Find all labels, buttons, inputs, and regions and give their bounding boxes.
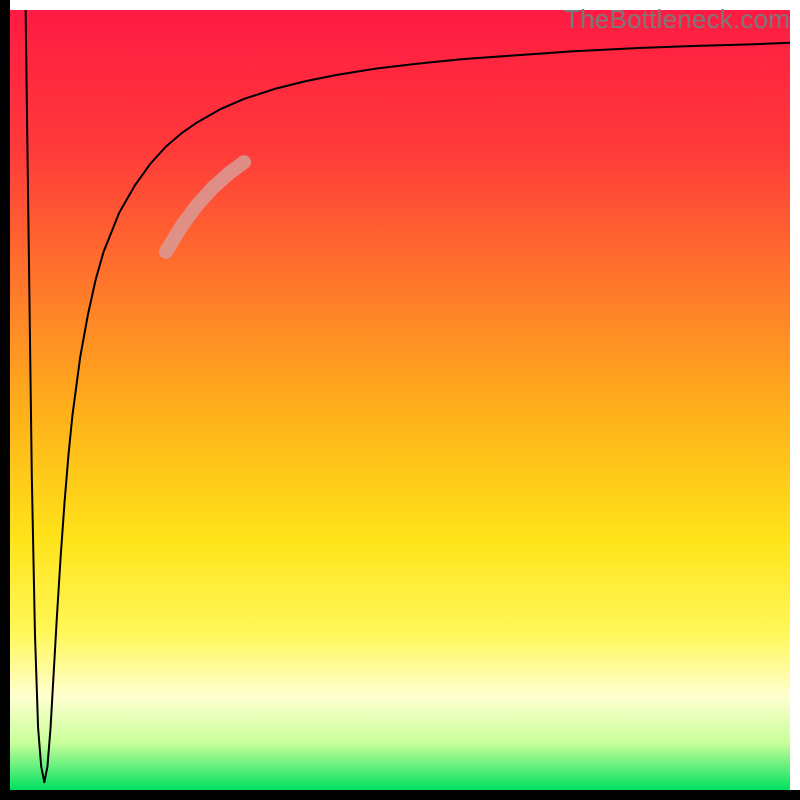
bottleneck-chart: TheBottleneck.com	[0, 0, 800, 800]
chart-background	[10, 10, 790, 790]
frame-bottom	[0, 790, 800, 800]
chart-svg	[0, 0, 800, 800]
frame-left	[0, 0, 10, 800]
